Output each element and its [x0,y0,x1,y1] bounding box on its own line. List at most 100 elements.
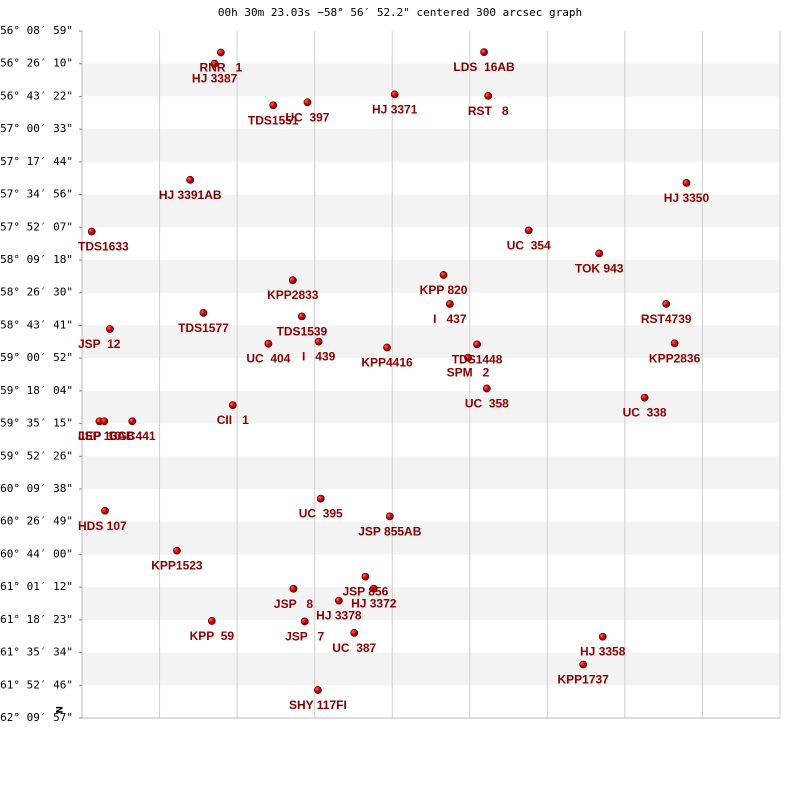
star-label: RST4739 [641,312,692,326]
star-marker [445,300,454,308]
star-marker [173,546,181,555]
star-marker [361,572,370,581]
y-tick-label: -61° 18′ 23" [0,613,73,626]
star-label: I 439 [302,350,336,364]
star-marker [100,417,109,426]
star-label: HJ 3387 [192,72,238,86]
y-tick-label: -60° 44′ 00" [0,547,73,560]
star-marker [662,299,671,308]
star-marker [210,59,219,68]
north-indicator: N [53,706,63,714]
star-marker [473,340,481,349]
star-label: KPP1523 [151,559,203,573]
star-marker [383,343,391,352]
y-tick-label: -58° 26′ 30" [0,286,73,299]
star-marker [439,271,448,279]
band [82,456,780,490]
star-marker [297,312,306,321]
y-tick-label: -56° 43′ 22" [0,89,73,102]
y-tick-label: -62° 09′ 57" [0,711,73,724]
star-marker [300,617,309,626]
y-tick-label: -59° 00′ 52" [0,351,73,364]
star-points [87,48,691,694]
star-label: TOK 943 [575,261,624,275]
star-label: LDS 16AB [453,60,515,74]
star-label: RST 8 [468,104,509,118]
star-label: I 437 [433,312,467,326]
y-tick-label: -59° 35′ 15" [0,417,73,430]
star-marker [303,98,312,107]
band [82,587,780,620]
star-marker [484,91,493,100]
y-tick-label: -57° 17′ 44" [0,155,73,168]
star-marker [480,48,488,57]
star-labels: RNR 1HJ 3387 LDS 16AB HJ 3371 RST 8 TDS1551 U… [78,60,709,712]
star-marker [101,506,109,515]
star-label: SHY 117FI [289,698,347,712]
star-marker [289,584,298,593]
star-marker [186,175,195,184]
star-label: JSP 13AB [78,429,135,443]
star-marker [390,90,399,99]
star-label: KPP 820 [420,283,468,297]
star-marker [269,101,278,110]
band [82,259,780,293]
star-marker [228,401,237,410]
y-tick-labels: -56° 08′ 59" -56° 26′ 10" -56° 43′ 22" -57°… [0,24,82,724]
star-label: CGC441 [109,429,156,443]
y-tick-label: -61° 35′ 34" [0,646,73,659]
star-marker [482,384,491,393]
star-marker [199,308,208,317]
star-marker [595,249,604,258]
y-tick-label: -60° 26′ 49" [0,515,73,528]
y-tick-label: -56° 26′ 10" [0,57,73,70]
star-label: UC 354 [507,238,551,252]
star-marker [288,276,297,285]
star-marker [464,353,472,362]
background-bands [82,63,780,686]
star-label: RNR 1 [200,61,243,75]
star-marker [207,617,216,625]
star-label: TDS1448 [452,352,503,366]
star-label: JSP 12 [78,337,121,351]
star-marker [314,337,323,346]
star-label: SPM 2 [447,366,490,380]
y-tick-label: -57° 52′ 07" [0,220,73,233]
star-marker [316,494,325,503]
star-label: TDS1633 [78,240,129,254]
band [82,194,780,228]
star-label: JSP 8 [274,597,313,611]
star-label: LEP 10 [78,429,121,443]
y-tick-label: -61° 52′ 46" [0,678,73,691]
star-label: HJ 3378 [316,609,362,623]
star-label: HJ 3391AB [159,188,222,202]
gridlines [81,31,781,719]
star-marker [87,227,96,236]
star-marker [128,417,137,426]
band [82,325,780,359]
star-marker [369,584,378,593]
star-label: HJ 3371 [372,102,418,116]
band [82,390,780,424]
star-label: TDS1551 [248,113,299,127]
y-tick-label: -56° 08′ 59" [0,24,73,37]
star-marker [314,686,322,694]
star-label: UC 358 [465,396,509,410]
star-marker [385,512,394,521]
star-label: UC 338 [623,406,667,420]
star-label: JSP 856 [342,585,388,599]
star-label: TDS1577 [178,321,229,335]
y-tick-label: -60° 09′ 38" [0,482,73,495]
star-label: KPP2833 [267,288,319,302]
star-label: HJ 3350 [664,191,710,205]
star-marker [670,339,679,348]
star-label: TDS1539 [277,324,328,338]
star-marker [524,226,533,235]
star-label: HJ 3372 [351,597,397,611]
star-marker [350,628,359,637]
y-tick-label: -59° 52′ 26" [0,449,73,462]
star-label: UC 404 [246,352,290,366]
star-label: KPP2836 [649,351,701,365]
star-marker [217,48,225,57]
